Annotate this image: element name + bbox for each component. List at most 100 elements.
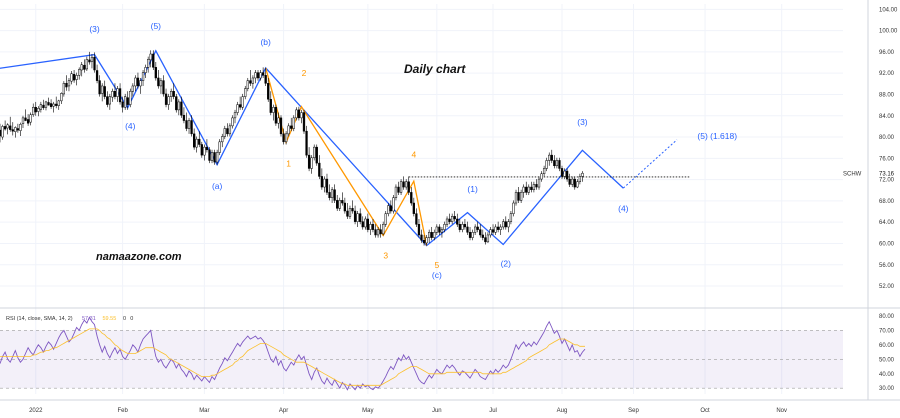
candle [223,125,226,140]
candle [83,59,86,73]
candle [1,124,4,140]
candle [26,114,30,126]
blue-wave-label: (2) [501,258,512,268]
candle [519,189,523,204]
candle [402,176,405,190]
candle [369,221,372,235]
orange-wave-label: 1 [286,158,291,168]
candle [542,165,546,177]
candle-body [435,226,438,233]
candle-body [236,104,239,113]
candle-body [535,184,538,188]
candle [180,96,183,118]
candle-body [88,59,91,63]
candle [55,96,58,109]
candle-body [244,88,247,97]
candle-body [578,176,582,182]
candle [200,141,203,158]
candle-body [116,88,119,97]
candle [428,229,431,243]
candle-body [348,208,352,217]
candle-body [24,117,27,121]
candle [290,117,293,132]
candle-body [83,64,86,70]
price-tick-label: 72.00 [879,178,895,184]
candle-body [430,232,433,238]
candle [167,93,170,110]
candle-body [195,138,198,148]
candle-body [29,114,32,123]
orange-wave-label: 4 [411,149,416,159]
candle [246,77,249,92]
candle [560,165,564,180]
candle-body [443,224,446,230]
price-tick-label: 80.00 [879,135,895,141]
candle-body [0,129,2,137]
candle-body [172,91,175,97]
candle [297,106,301,121]
candle [9,116,12,132]
candle-body [290,125,293,129]
candle-body [200,144,203,156]
candle [420,229,423,243]
candle-body [164,93,168,105]
candle [448,213,451,225]
price-tick-label: 60.00 [879,241,895,247]
candle-body [62,83,66,95]
candle [307,147,311,172]
candle-body [341,200,344,204]
blue-wave-label: (a) [212,181,223,191]
candle-body [144,67,147,73]
candle-body [374,229,377,236]
candle [328,184,331,201]
price-tick-label: 100.00 [879,29,898,35]
orange-wave-label: 5 [434,260,439,270]
candle [438,224,441,235]
candle-body [9,125,12,130]
candle [489,226,492,238]
candle [187,117,191,134]
candle-body [193,133,196,148]
candle-body [548,154,551,161]
candle [565,168,569,182]
candle-body [318,162,321,177]
blue-wave-label: (b) [260,37,271,47]
candle-body [571,178,574,185]
candle [21,115,25,128]
candle-body [231,117,234,127]
candle-body [147,59,150,68]
candle [379,224,382,238]
candle [131,83,134,97]
candle-body [496,226,500,230]
candle-body [351,208,354,212]
candle [479,224,482,238]
candle [394,184,398,201]
blue-wave-label: (4) [125,121,136,131]
candle [42,99,45,110]
price-tick-label: 56.00 [879,263,895,269]
candle-body [417,224,421,236]
candle-body [93,56,96,71]
candle [170,88,173,102]
candle-body [410,192,413,204]
candle [576,179,579,189]
candle [141,69,145,86]
candle [228,123,232,137]
rsi-legend-title: RSI (14, close, SMA, 14, 2) [6,316,73,322]
candle [136,72,140,89]
candle-body [221,136,224,143]
candle-body [287,125,290,135]
candle-body [108,96,111,105]
candle [545,157,548,172]
candle-body [111,91,114,98]
candle [530,181,533,193]
last-price-box [869,169,899,178]
candle [292,115,295,132]
candle [512,200,515,217]
candle [65,75,68,91]
candle-body [49,103,53,107]
candle [476,221,479,233]
candle-body [509,213,513,222]
candle-body [228,125,232,135]
candle [410,187,413,206]
